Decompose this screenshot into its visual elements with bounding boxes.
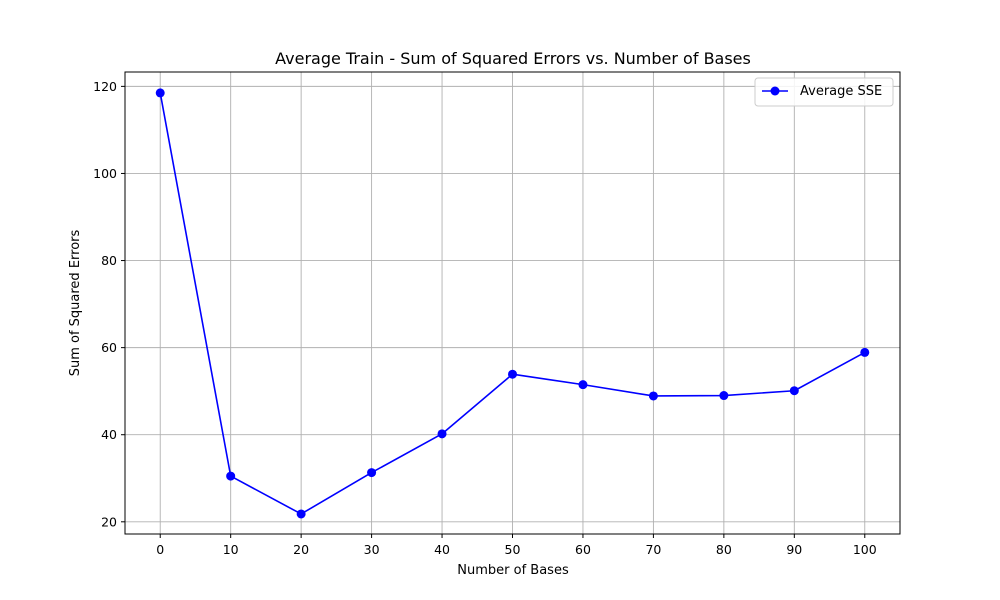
- legend-label: Average SSE: [800, 84, 882, 99]
- y-axis-label: Sum of Squared Errors: [68, 229, 83, 376]
- legend-marker-sample: [770, 86, 780, 96]
- x-tick-label: 30: [364, 542, 380, 557]
- x-axis: 0 10 20 30 40 50 60 70 80 90 100: [156, 534, 877, 557]
- legend: Average SSE: [754, 77, 894, 107]
- data-point: [789, 386, 799, 396]
- x-tick-label: 50: [505, 542, 521, 557]
- data-point: [155, 88, 165, 98]
- data-point: [719, 391, 729, 401]
- legend-box: [754, 77, 894, 107]
- x-tick-label: 10: [223, 542, 239, 557]
- data-point: [437, 429, 447, 439]
- data-point: [508, 369, 517, 379]
- y-tick-label: 120: [93, 79, 117, 94]
- data-point: [367, 468, 377, 478]
- chart-title: Average Train - Sum of Squared Errors vs…: [275, 49, 751, 68]
- y-tick-label: 100: [93, 166, 117, 181]
- data-point: [296, 509, 306, 519]
- x-tick-label: 60: [575, 542, 591, 557]
- data-point: [578, 380, 588, 390]
- y-tick-label: 40: [101, 427, 117, 442]
- y-tick-label: 80: [101, 253, 117, 268]
- x-tick-label: 90: [786, 542, 802, 557]
- x-tick-label: 20: [293, 542, 309, 557]
- y-tick-label: 60: [101, 340, 117, 355]
- x-tick-label: 0: [156, 542, 164, 557]
- x-tick-label: 100: [853, 542, 877, 557]
- data-point: [648, 391, 658, 401]
- x-tick-label: 80: [716, 542, 732, 557]
- x-tick-label: 70: [645, 542, 661, 557]
- data-point: [860, 347, 870, 357]
- x-axis-label: Number of Bases: [457, 563, 569, 578]
- grid-lines: [125, 72, 900, 534]
- y-tick-label: 20: [101, 514, 117, 529]
- series-layer: [155, 88, 870, 519]
- x-tick-label: 40: [434, 542, 450, 557]
- data-point: [226, 471, 236, 481]
- y-axis: 20 40 60 80 100 120: [93, 79, 125, 529]
